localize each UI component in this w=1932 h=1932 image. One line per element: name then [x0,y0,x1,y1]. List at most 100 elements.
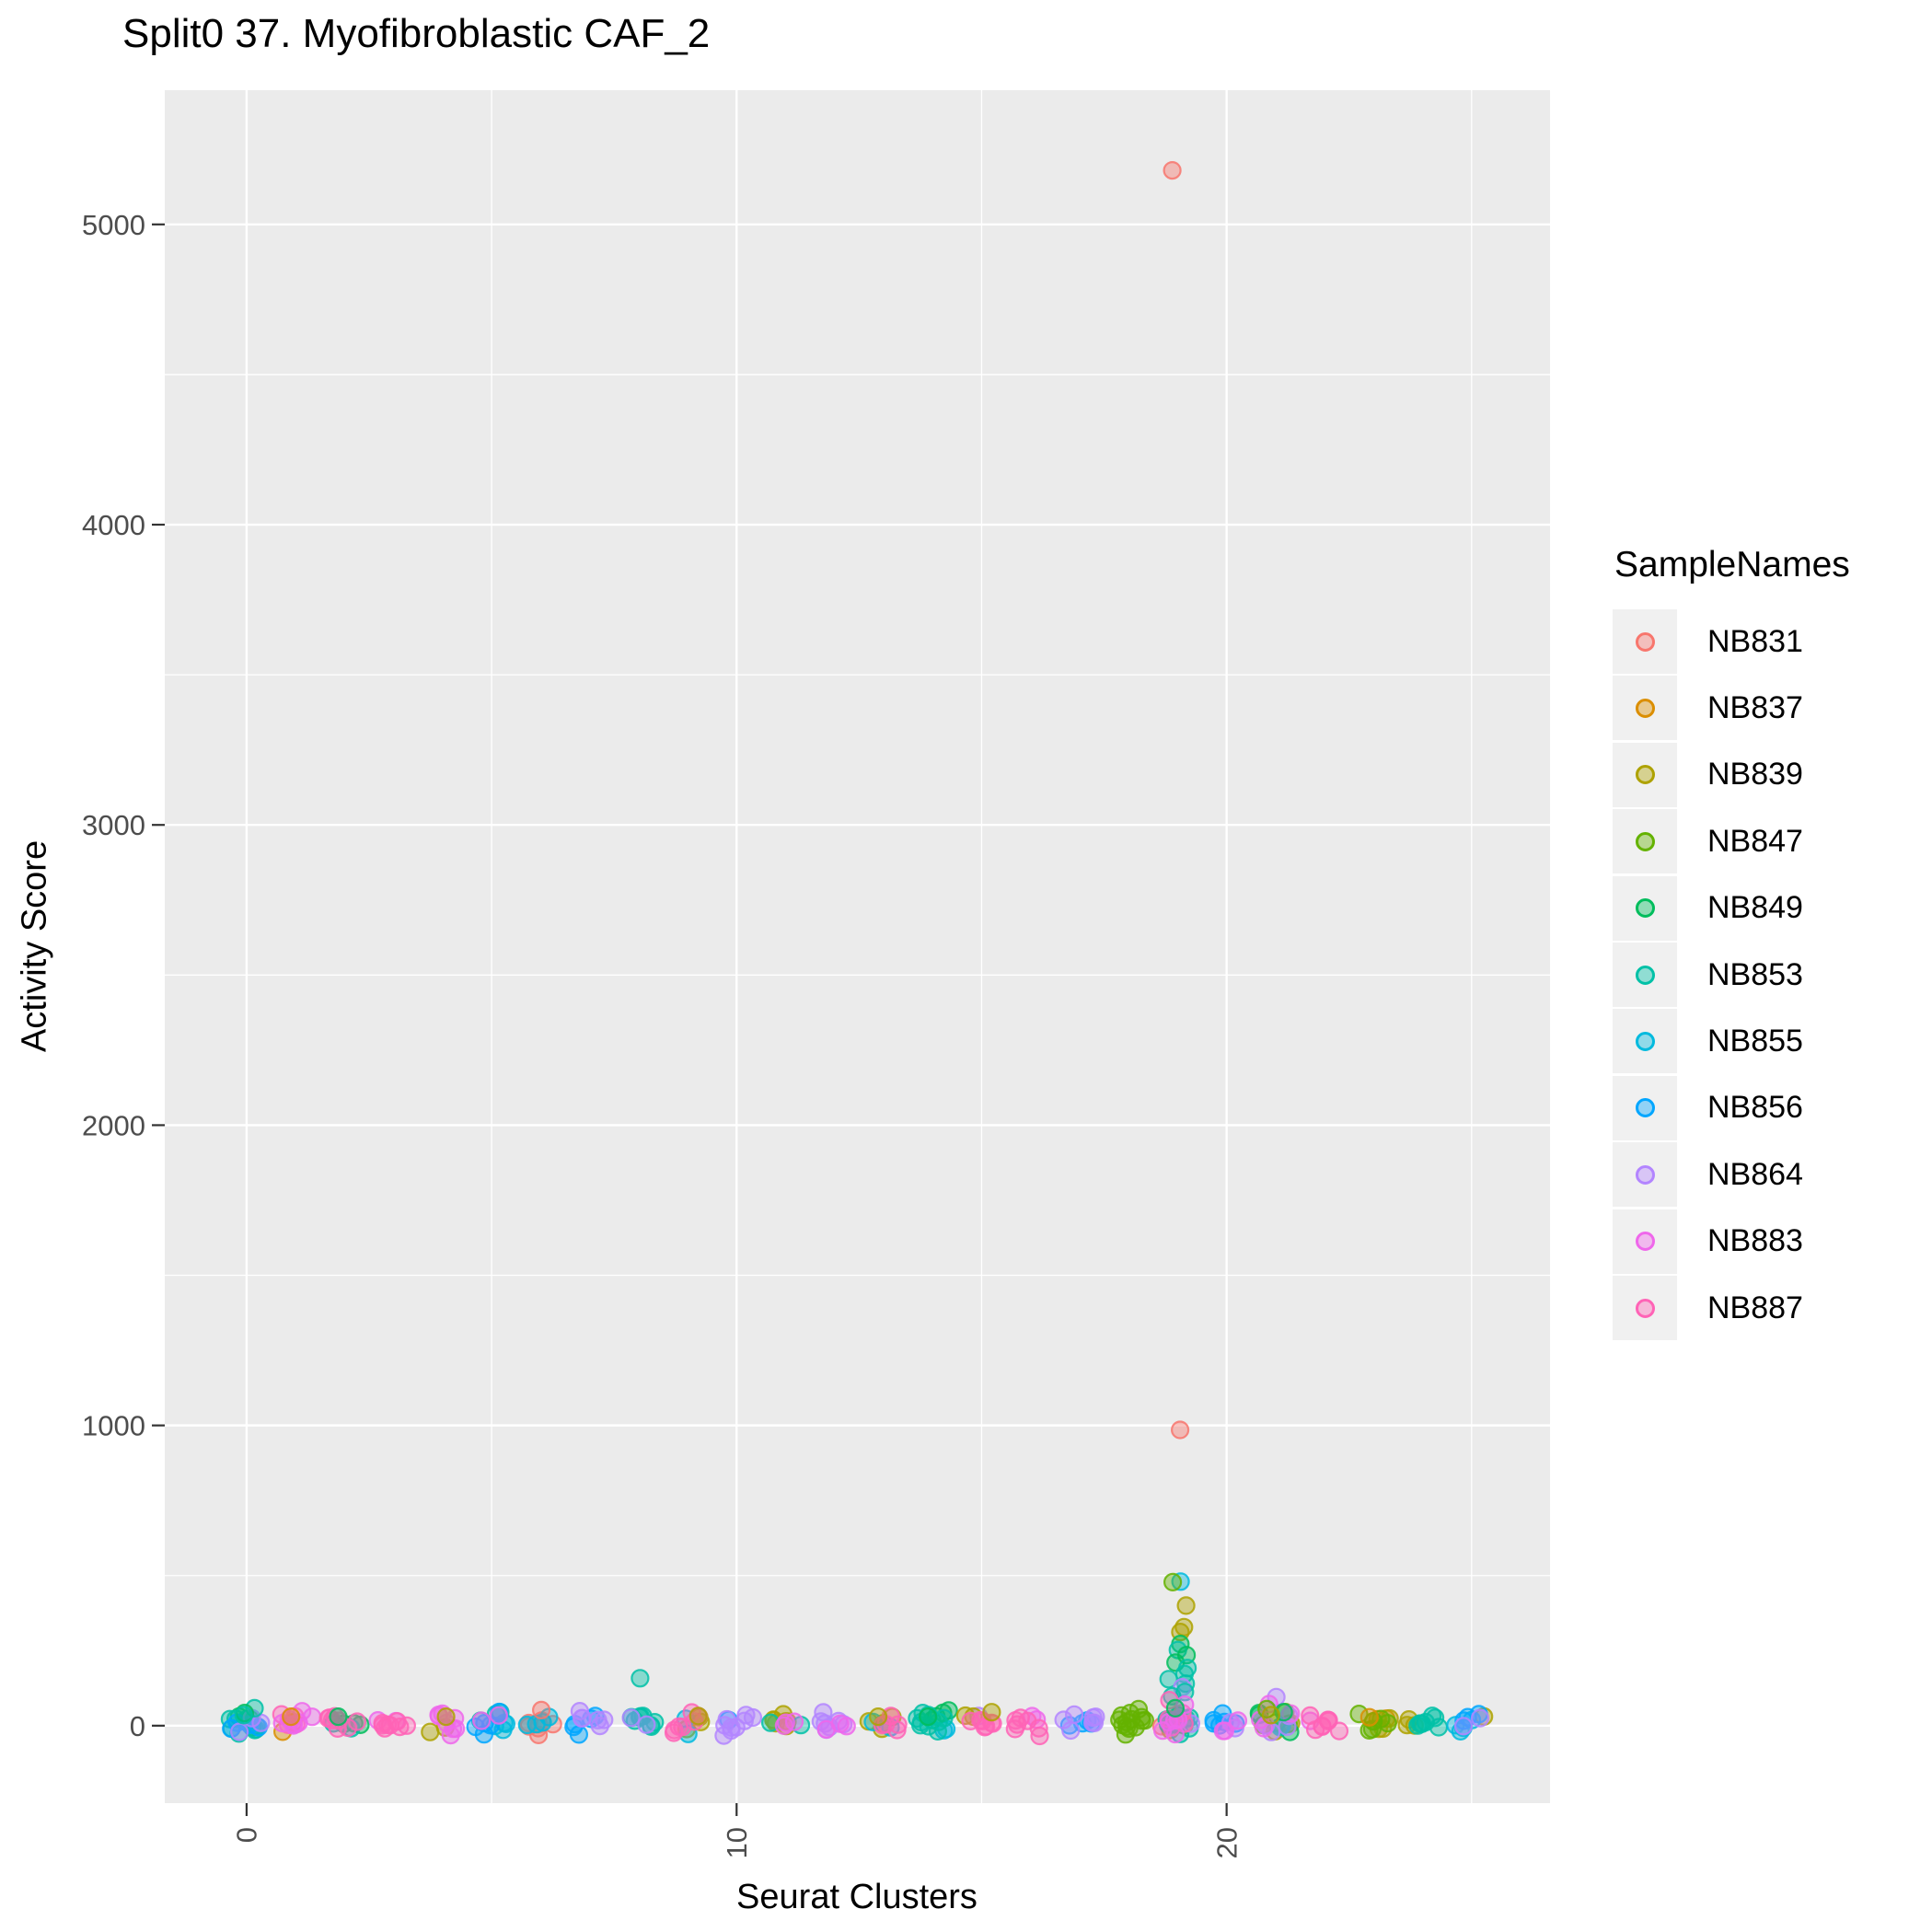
data-point [830,1714,850,1733]
data-point [441,1725,460,1745]
legend-item-NB849: NB849 [1613,875,1803,942]
legend-dot-icon [1635,698,1655,718]
legend-key [1613,1075,1677,1140]
legend-dot-icon [1635,1164,1655,1185]
legend-key [1613,1209,1677,1274]
legend-label: NB883 [1707,1223,1803,1259]
legend-item-NB847: NB847 [1613,808,1803,874]
legend-key [1613,875,1677,941]
legend-item-NB853: NB853 [1613,942,1803,1008]
legend-title: SampleNames [1614,545,1850,584]
legend-key [1613,809,1677,874]
legend-dot-icon [1635,965,1655,985]
legend-key [1613,742,1677,807]
x-tick-label: 10 [721,1827,753,1858]
x-axis-title: Seurat Clusters [736,1878,978,1916]
data-point [1175,1695,1195,1715]
data-point [1165,1698,1186,1718]
data-point [1228,1711,1248,1730]
x-tick-label: 20 [1210,1827,1243,1858]
data-point [1470,1708,1490,1728]
data-point [282,1706,301,1727]
data-point [1359,1707,1379,1727]
data-point [570,1701,590,1721]
data-point [735,1711,754,1730]
data-point [1170,1420,1190,1440]
legend-dot-icon [1635,1232,1655,1252]
legend-label: NB855 [1707,1023,1803,1059]
legend-key [1613,943,1677,1007]
data-point [1422,1706,1442,1726]
data-point [715,1716,735,1735]
data-point [1349,1704,1369,1724]
data-point [436,1706,456,1727]
data-point [961,1711,980,1731]
legend-label: NB837 [1707,689,1803,725]
data-point [471,1711,492,1730]
legend-label: NB849 [1707,890,1803,926]
legend-dot-icon [1635,831,1655,851]
data-point [1453,1717,1474,1736]
data-point [631,1669,650,1688]
data-point [293,1702,312,1721]
legend-dot-icon [1635,1031,1655,1051]
data-point [982,1703,1001,1722]
data-point [234,1706,253,1725]
data-point [1261,1706,1281,1725]
legend-dot-icon [1635,898,1655,919]
y-tick-label: 3000 [82,809,145,841]
legend-item-NB855: NB855 [1613,1008,1803,1074]
x-tick-label: 0 [231,1827,263,1843]
data-point [688,1706,708,1726]
legend-label: NB853 [1707,956,1803,992]
y-tick-label: 2000 [82,1109,145,1141]
legend-dot-icon [1635,765,1655,785]
data-point [919,1706,938,1727]
legend-item-NB831: NB831 [1613,608,1803,675]
legend-item-NB883: NB883 [1613,1209,1803,1275]
data-point [1054,1710,1073,1730]
legend-label: NB864 [1707,1156,1803,1192]
legend-item-NB837: NB837 [1613,675,1803,741]
y-tick-label: 4000 [82,509,145,541]
legend-item-NB856: NB856 [1613,1075,1803,1141]
plot-panel [165,90,1550,1803]
data-point [669,1717,688,1736]
legend-item-NB887: NB887 [1613,1275,1803,1341]
data-point [760,1713,781,1732]
legend-key [1613,1142,1677,1208]
data-point [373,1713,392,1733]
data-point [397,1716,416,1735]
legend-key [1613,1009,1677,1074]
legend-dot-icon [1635,1098,1655,1118]
data-point [347,1712,367,1731]
y-tick-label: 5000 [82,209,145,241]
data-point [421,1722,440,1741]
legend-key [1613,676,1677,741]
data-point [1163,1572,1183,1592]
chart-title: Split0 37. Myofibroblastic CAF_2 [122,11,711,56]
legend-label: NB887 [1707,1290,1803,1325]
data-point [1159,1670,1178,1689]
data-point [230,1722,249,1741]
data-point [928,1721,948,1741]
legend-key [1613,1276,1677,1340]
data-point [1120,1703,1140,1723]
legend-item-NB839: NB839 [1613,742,1803,808]
data-point [637,1715,656,1734]
data-point [1408,1716,1428,1735]
legend-label: NB847 [1707,823,1803,859]
legend-label: NB839 [1707,757,1803,792]
legend-dot-icon [1635,631,1655,652]
data-point [1176,1596,1196,1615]
legend-key [1613,609,1677,674]
data-point [1086,1707,1105,1727]
y-tick-label: 0 [130,1710,145,1742]
y-axis-title: Activity Score [15,839,54,1053]
data-point [1006,1710,1025,1730]
data-point [1359,1720,1379,1741]
data-point [776,1713,795,1732]
data-point [588,1710,607,1730]
